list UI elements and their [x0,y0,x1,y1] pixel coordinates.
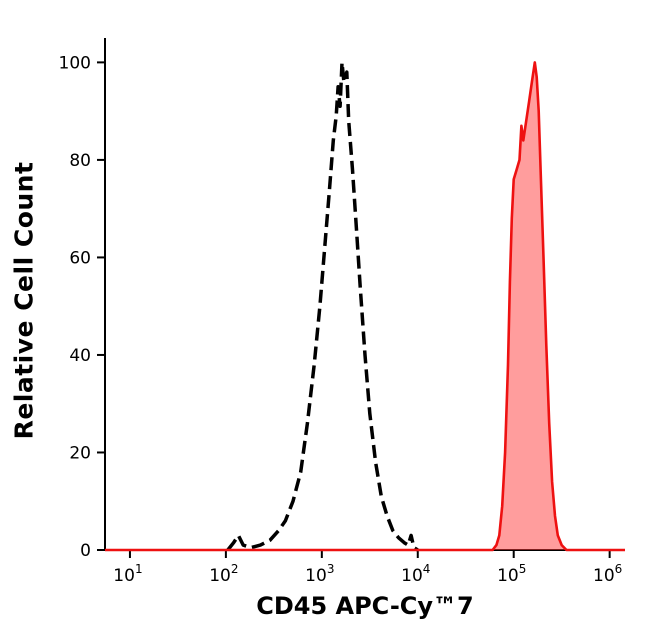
x-tick-label: 106 [593,562,622,586]
x-tick-label: 103 [305,562,334,586]
series-cd45-apc-cy7-stained [105,61,625,552]
y-tick-label: 100 [59,53,91,73]
y-tick-label: 0 [80,541,91,561]
y-tick-label: 40 [69,346,91,366]
x-tick-label: 102 [209,562,238,586]
x-tick-label: 105 [497,562,526,586]
y-tick-label: 60 [69,248,91,268]
x-tick-label: 101 [113,562,142,586]
y-tick-label: 80 [69,151,91,171]
y-tick-label: 20 [69,443,91,463]
x-tick-label: 104 [401,562,430,586]
series-unstained-control [226,60,419,552]
